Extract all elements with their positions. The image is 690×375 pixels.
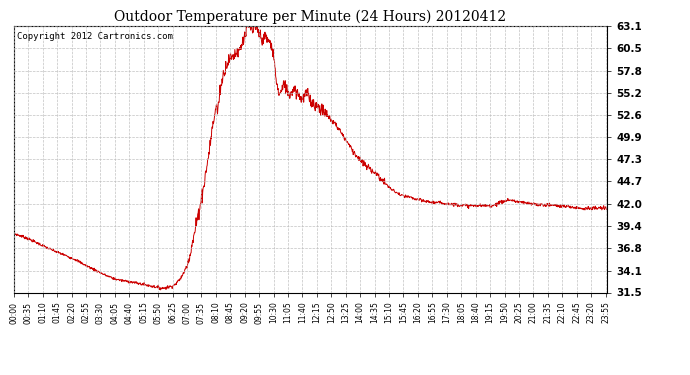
- Title: Outdoor Temperature per Minute (24 Hours) 20120412: Outdoor Temperature per Minute (24 Hours…: [115, 9, 506, 24]
- Text: Copyright 2012 Cartronics.com: Copyright 2012 Cartronics.com: [17, 32, 172, 40]
